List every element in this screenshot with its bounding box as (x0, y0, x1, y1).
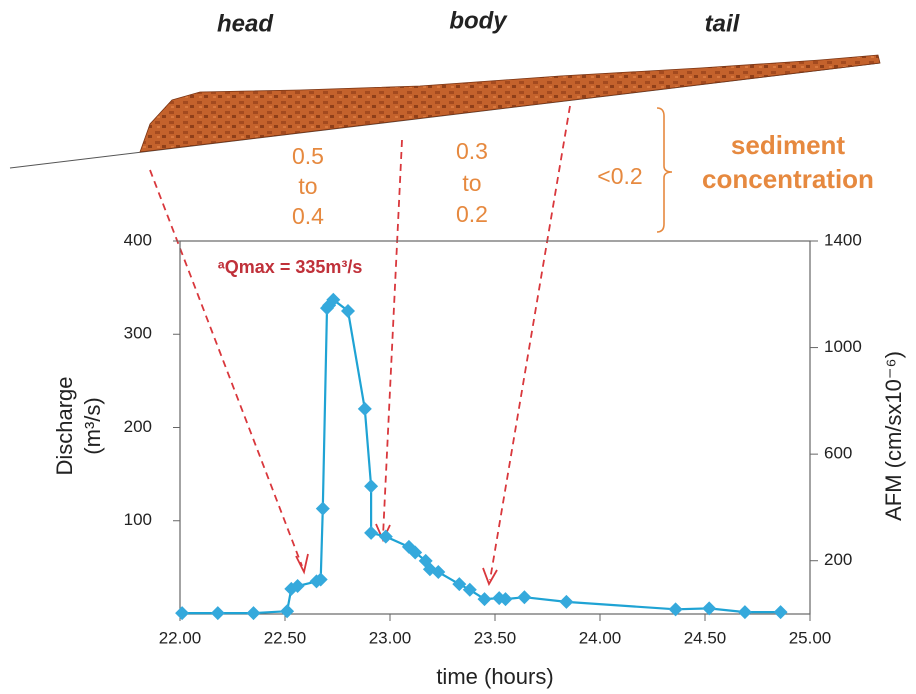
conc-label: to (298, 173, 317, 199)
bracket (656, 107, 673, 233)
arrow-head (295, 553, 309, 575)
conc-label: to (462, 170, 481, 196)
data-marker (175, 606, 190, 621)
data-marker (517, 590, 532, 605)
conc-label: <0.2 (597, 163, 642, 189)
legend-label: concentration (702, 164, 874, 194)
data-marker (341, 303, 355, 318)
data-marker (290, 579, 305, 594)
discharge-line (182, 298, 781, 615)
data-marker (702, 601, 717, 616)
x-tick-label: 24.00 (579, 628, 622, 647)
data-marker (431, 565, 446, 580)
data-marker (559, 594, 574, 609)
debris-flow (139, 54, 881, 153)
plot-frame (179, 240, 811, 615)
arrow (489, 105, 571, 581)
conc-label: 0.3 (456, 138, 488, 164)
y2-tick-label: 600 (824, 444, 852, 463)
data-marker (668, 602, 683, 617)
conc-label: 0.5 (292, 143, 324, 169)
data-marker (452, 577, 467, 592)
y2-axis-title: AFM (cm/sx10⁻⁶) (881, 351, 906, 521)
data-marker (246, 606, 261, 621)
data-marker (280, 604, 295, 619)
data-marker (462, 582, 477, 597)
conc-label: 0.4 (292, 203, 324, 229)
data-marker (357, 401, 372, 416)
arrow (382, 139, 403, 537)
y2-tick-label: 200 (824, 550, 852, 569)
y-tick-label: 100 (124, 510, 152, 529)
data-marker (477, 592, 492, 607)
body-label: body (449, 7, 508, 34)
x-axis-title: time (hours) (436, 664, 553, 689)
y2-tick-label: 1400 (824, 230, 862, 249)
data-marker (313, 572, 328, 587)
conc-label: 0.2 (456, 201, 488, 227)
data-marker (737, 605, 752, 620)
data-marker (378, 529, 393, 544)
annotation: ᵃQmax = 335m³/s (218, 257, 362, 277)
x-tick-label: 23.50 (474, 628, 517, 647)
y-tick-label: 200 (124, 417, 152, 436)
x-tick-label: 24.50 (684, 628, 727, 647)
y-tick-label: 300 (124, 324, 152, 343)
y2-tick-label: 1000 (824, 337, 862, 356)
y-axis-title: (m³/s) (80, 397, 105, 454)
y-tick-label: 400 (124, 230, 152, 249)
data-marker (408, 545, 423, 560)
arrow-head (482, 567, 498, 587)
arrow (149, 169, 303, 567)
data-marker (498, 592, 513, 607)
x-tick-label: 22.50 (264, 628, 307, 647)
data-marker (364, 479, 379, 494)
data-marker (773, 605, 788, 620)
x-tick-label: 25.00 (789, 628, 832, 647)
legend-label: sediment (731, 130, 845, 160)
head-label: head (217, 10, 274, 37)
data-marker (315, 501, 330, 516)
data-marker (210, 606, 225, 621)
data-marker (364, 525, 379, 540)
data-marker (326, 292, 341, 307)
y-axis-title: Discharge (52, 376, 77, 475)
x-tick-label: 23.00 (369, 628, 412, 647)
tail-label: tail (705, 10, 741, 37)
x-tick-label: 22.00 (159, 628, 202, 647)
